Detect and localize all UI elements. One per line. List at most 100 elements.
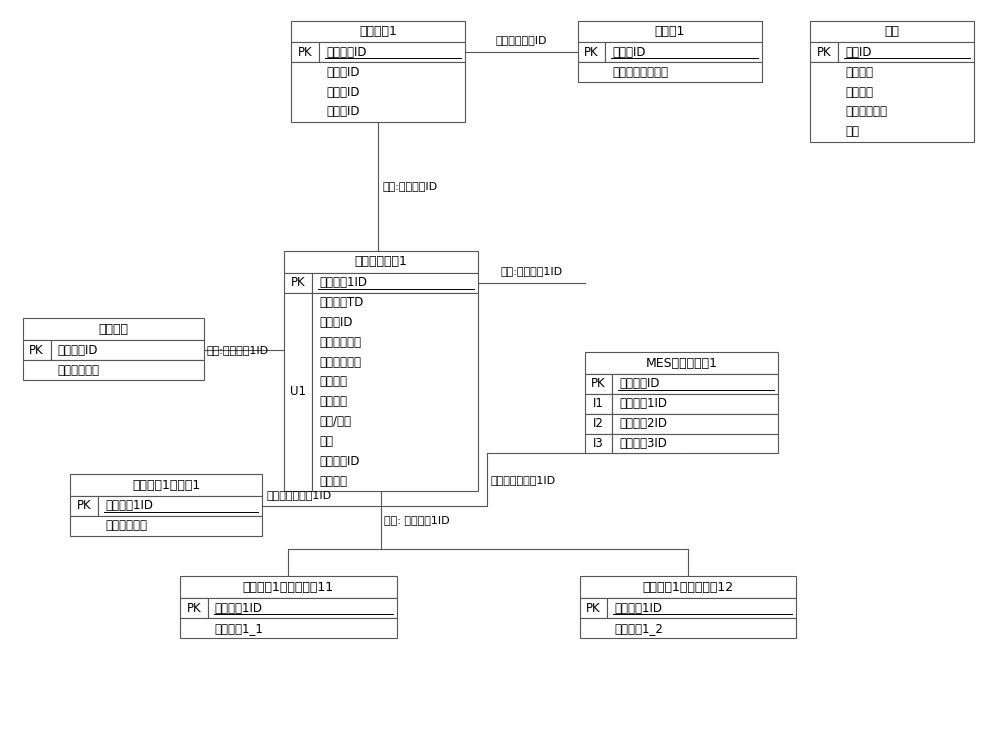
Bar [312, 273, 478, 292]
Text: 生产环节1ID: 生产环节1ID [105, 500, 153, 513]
Bar [585, 394, 612, 414]
Bar [578, 21, 762, 42]
Bar [70, 496, 98, 516]
Bar [291, 42, 319, 62]
Text: 生产环节1ID: 生产环节1ID [319, 276, 367, 289]
Text: I3: I3 [593, 437, 604, 450]
Text: 外键:生产环节1ID: 外键:生产环节1ID [207, 345, 269, 355]
Bar [578, 42, 605, 62]
Text: 生产环节3ID: 生产环节3ID [619, 437, 667, 450]
Text: PK: PK [584, 46, 599, 59]
Bar [580, 618, 796, 638]
Bar [23, 360, 204, 380]
Text: 操作工ID: 操作工ID [326, 66, 359, 78]
Text: 外键: 生产环节1ID: 外键: 生产环节1ID [384, 515, 450, 525]
Text: 生产环节1参考信息表12: 生产环节1参考信息表12 [642, 581, 734, 594]
Text: MES生产流程表1: MES生产流程表1 [645, 357, 717, 369]
Bar [284, 292, 312, 491]
Text: 生产环节1输出表1: 生产环节1输出表1 [132, 479, 200, 491]
Text: 外键：操作工ID: 外键：操作工ID [496, 36, 547, 45]
Text: 生产环节1ID: 生产环节1ID [614, 602, 662, 615]
Text: 外键：生产环节1ID: 外键：生产环节1ID [490, 474, 555, 485]
Bar [284, 273, 312, 292]
Text: 参考信息1_1: 参考信息1_1 [215, 622, 263, 634]
Bar [585, 414, 612, 434]
Text: PK: PK [817, 46, 832, 59]
Bar [612, 374, 778, 394]
Text: 生产流程ID: 生产流程ID [619, 377, 660, 391]
Text: 生产环节ID: 生产环节ID [57, 343, 98, 357]
Text: 生产设备: 生产设备 [98, 323, 128, 336]
Bar [51, 340, 204, 360]
Text: PK: PK [77, 500, 92, 513]
Bar [578, 62, 762, 82]
Text: PK: PK [29, 343, 44, 357]
Text: 生产环节1ID: 生产环节1ID [215, 602, 263, 615]
Bar [612, 394, 778, 414]
Text: 生产环节2ID: 生产环节2ID [619, 417, 667, 430]
Text: PK: PK [586, 602, 601, 615]
Bar [208, 598, 397, 618]
Bar [612, 414, 778, 434]
Text: 是否可以执行任务: 是否可以执行任务 [612, 66, 668, 78]
Bar [312, 292, 478, 491]
Bar [585, 434, 612, 454]
Bar [585, 352, 778, 374]
Bar [23, 318, 204, 340]
Bar [180, 618, 397, 638]
Text: 转换环节ID: 转换环节ID [319, 455, 360, 468]
Text: 操作岗位TD: 操作岗位TD [319, 296, 363, 309]
Text: 操作岗位1: 操作岗位1 [359, 25, 397, 38]
Text: 生产环节代码: 生产环节代码 [319, 355, 361, 369]
Text: I1: I1 [593, 397, 604, 410]
Text: 生产环节1参考信息表11: 生产环节1参考信息表11 [243, 581, 334, 594]
Text: 生产设备数据: 生产设备数据 [57, 363, 99, 377]
Text: 操作岗位ID: 操作岗位ID [326, 46, 366, 59]
Bar [810, 21, 974, 42]
Text: 操作工1: 操作工1 [654, 25, 685, 38]
Text: 外键:操作岗位ID: 外键:操作岗位ID [382, 181, 437, 192]
Text: PK: PK [591, 377, 606, 391]
Bar [70, 474, 262, 496]
Bar [180, 598, 208, 618]
Text: 参考信息1_2: 参考信息1_2 [614, 622, 663, 634]
Bar [810, 62, 974, 142]
Text: 员工ID: 员工ID [845, 46, 872, 59]
Bar [98, 496, 262, 516]
Text: 结束时间: 结束时间 [319, 395, 347, 408]
Text: 生产环节活动1: 生产环节活动1 [355, 255, 408, 269]
Bar [612, 434, 778, 454]
Bar [580, 598, 607, 618]
Text: 开始时间: 开始时间 [319, 375, 347, 388]
Bar [180, 576, 397, 598]
Text: 生产环节1ID: 生产环节1ID [619, 397, 667, 410]
Text: 员工: 员工 [885, 25, 900, 38]
Text: 工作任务安排: 工作任务安排 [845, 106, 887, 118]
Bar [319, 42, 465, 62]
Text: 资质: 资质 [845, 125, 859, 138]
Bar [70, 516, 262, 536]
Text: 外键：生产环节1ID: 外键：生产环节1ID [266, 490, 331, 500]
Text: 外键:生产环节1ID: 外键:生产环节1ID [500, 266, 562, 276]
Text: 个人信息: 个人信息 [845, 66, 873, 78]
Text: 操作工ID: 操作工ID [326, 106, 359, 118]
Bar [607, 598, 796, 618]
Text: I2: I2 [593, 417, 604, 430]
Bar [23, 340, 51, 360]
Text: PK: PK [298, 46, 312, 59]
Bar [585, 374, 612, 394]
Bar [291, 21, 465, 42]
Text: 操作工ID: 操作工ID [319, 316, 353, 329]
Bar [284, 251, 478, 273]
Text: 生产环节输出: 生产环节输出 [105, 519, 147, 532]
Text: 操作工ID: 操作工ID [612, 46, 646, 59]
Bar [605, 42, 762, 62]
Bar [810, 42, 838, 62]
Text: 转换条件: 转换条件 [319, 474, 347, 488]
Text: 操作工ID: 操作工ID [326, 86, 359, 98]
Text: 生产环节描述: 生产环节描述 [319, 336, 361, 349]
Text: 参数: 参数 [319, 435, 333, 448]
Bar [291, 62, 465, 122]
Text: PK: PK [186, 602, 201, 615]
Text: U1: U1 [290, 386, 306, 398]
